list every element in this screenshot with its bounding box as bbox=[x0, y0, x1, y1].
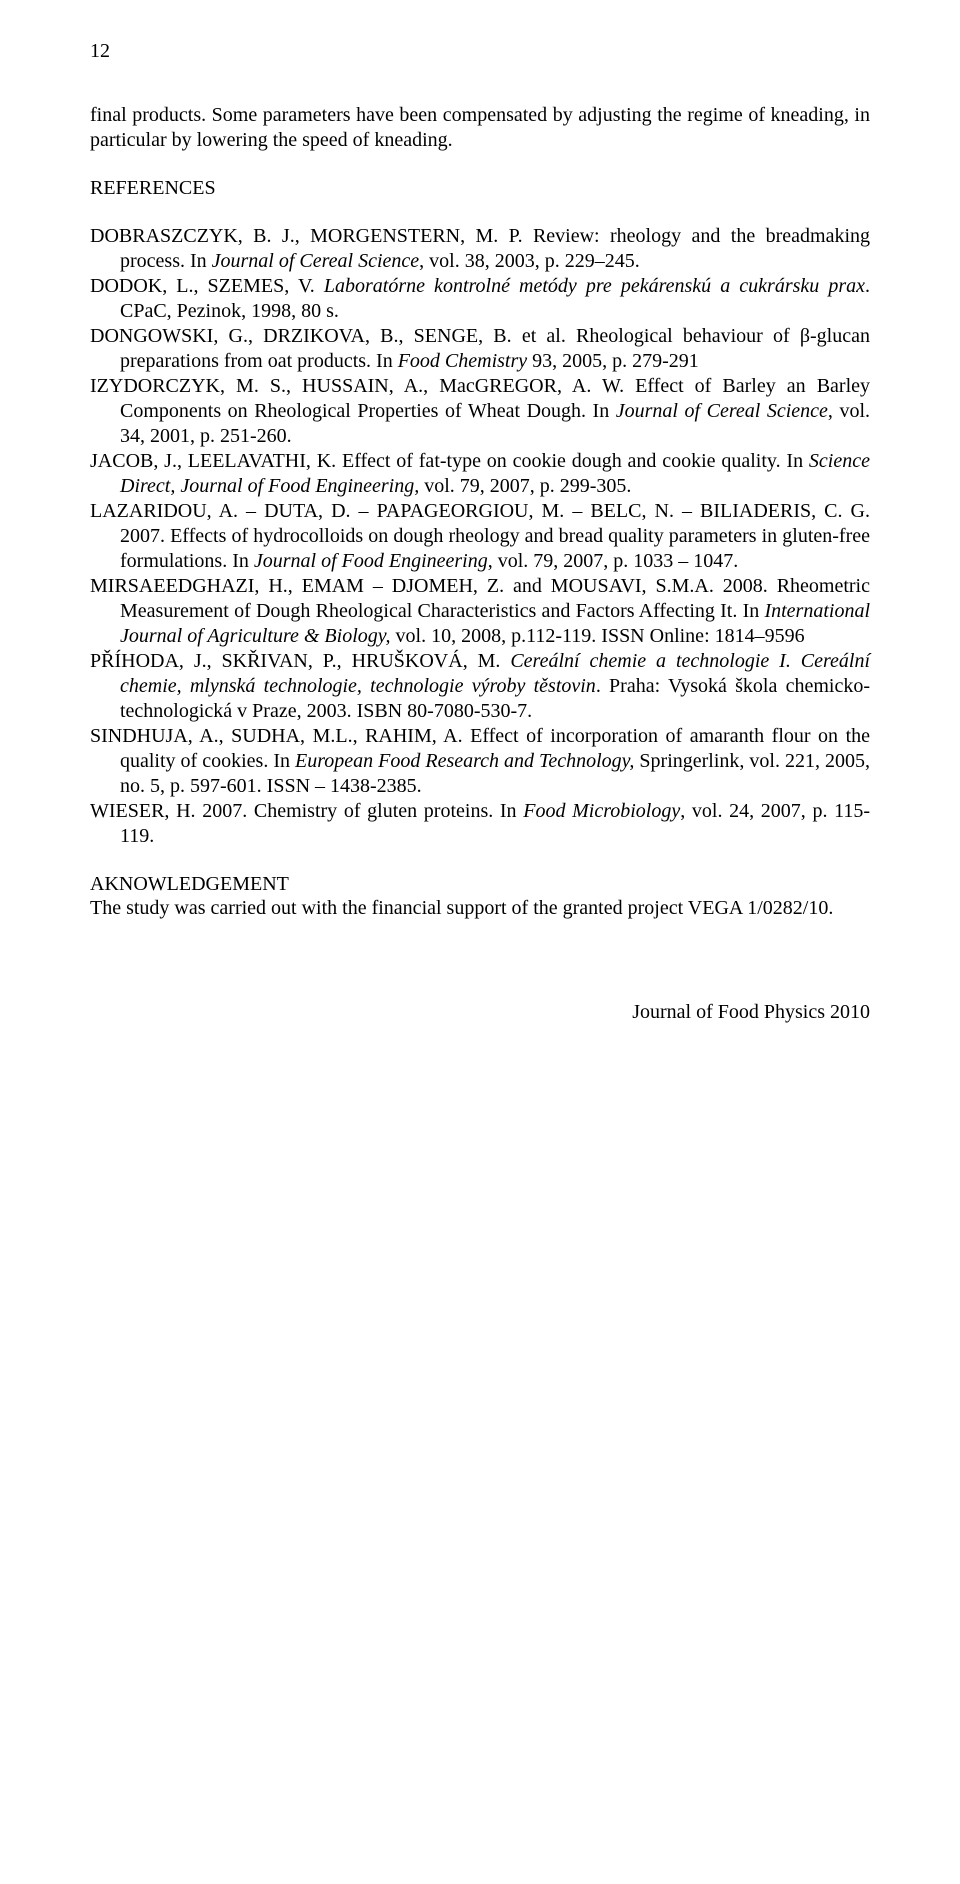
page-number: 12 bbox=[90, 40, 870, 63]
reference-item: MIRSAEEDGHAZI, H., EMAM – DJOMEH, Z. and… bbox=[90, 574, 870, 649]
reference-item: PŘÍHODA, J., SKŘIVAN, P., HRUŠKOVÁ, M. C… bbox=[90, 649, 870, 724]
intro-paragraph: final products. Some parameters have bee… bbox=[90, 103, 870, 153]
references-heading: REFERENCES bbox=[90, 177, 870, 200]
reference-item: IZYDORCZYK, M. S., HUSSAIN, A., MacGREGO… bbox=[90, 374, 870, 449]
ref-text: WIESER, H. 2007. Chemistry of gluten pro… bbox=[90, 800, 523, 822]
ref-italic: Food Microbiology bbox=[523, 800, 680, 822]
acknowledgement-text: The study was carried out with the finan… bbox=[90, 896, 870, 921]
ref-italic: Laboratórne kontrolné metódy pre pekáren… bbox=[324, 275, 865, 297]
ref-text: vol. 10, 2008, p.112-119. ISSN Online: 1… bbox=[391, 625, 805, 647]
ref-text: DODOK, L., SZEMES, V. bbox=[90, 275, 324, 297]
reference-item: LAZARIDOU, A. – DUTA, D. – PAPAGEORGIOU,… bbox=[90, 499, 870, 574]
page-footer: Journal of Food Physics 2010 bbox=[90, 1001, 870, 1024]
reference-item: WIESER, H. 2007. Chemistry of gluten pro… bbox=[90, 799, 870, 849]
ref-italic: European Food Research and Technology, bbox=[295, 750, 634, 772]
reference-item: DOBRASZCZYK, B. J., MORGENSTERN, M. P. R… bbox=[90, 224, 870, 274]
reference-item: JACOB, J., LEELAVATHI, K. Effect of fat-… bbox=[90, 449, 870, 499]
ref-text: MIRSAEEDGHAZI, H., EMAM – DJOMEH, Z. and… bbox=[90, 575, 870, 622]
ref-italic: Journal of Food Engineering bbox=[254, 550, 488, 572]
reference-item: SINDHUJA, A., SUDHA, M.L., RAHIM, A. Eff… bbox=[90, 724, 870, 799]
page-container: 12 final products. Some parameters have … bbox=[0, 0, 960, 1064]
ref-italic: Journal of Cereal Science bbox=[212, 250, 420, 272]
ref-text: , vol. 79, 2007, p. 1033 – 1047. bbox=[488, 550, 739, 572]
acknowledgement-heading: AKNOWLEDGEMENT bbox=[90, 873, 870, 896]
reference-item: DODOK, L., SZEMES, V. Laboratórne kontro… bbox=[90, 274, 870, 324]
ref-text: vol. 79, 2007, p. 299-305. bbox=[419, 475, 631, 497]
ref-text: , vol. 38, 2003, p. 229–245. bbox=[419, 250, 640, 272]
reference-item: DONGOWSKI, G., DRZIKOVA, B., SENGE, B. e… bbox=[90, 324, 870, 374]
references-list: DOBRASZCZYK, B. J., MORGENSTERN, M. P. R… bbox=[90, 224, 870, 849]
ref-italic: Food Chemistry bbox=[398, 350, 527, 372]
ref-text: 93, 2005, p. 279-291 bbox=[527, 350, 699, 372]
ref-italic: Journal of Cereal Science bbox=[616, 400, 828, 422]
ref-text: JACOB, J., LEELAVATHI, K. Effect of fat-… bbox=[90, 450, 809, 472]
ref-text: PŘÍHODA, J., SKŘIVAN, P., HRUŠKOVÁ, M. bbox=[90, 650, 510, 672]
